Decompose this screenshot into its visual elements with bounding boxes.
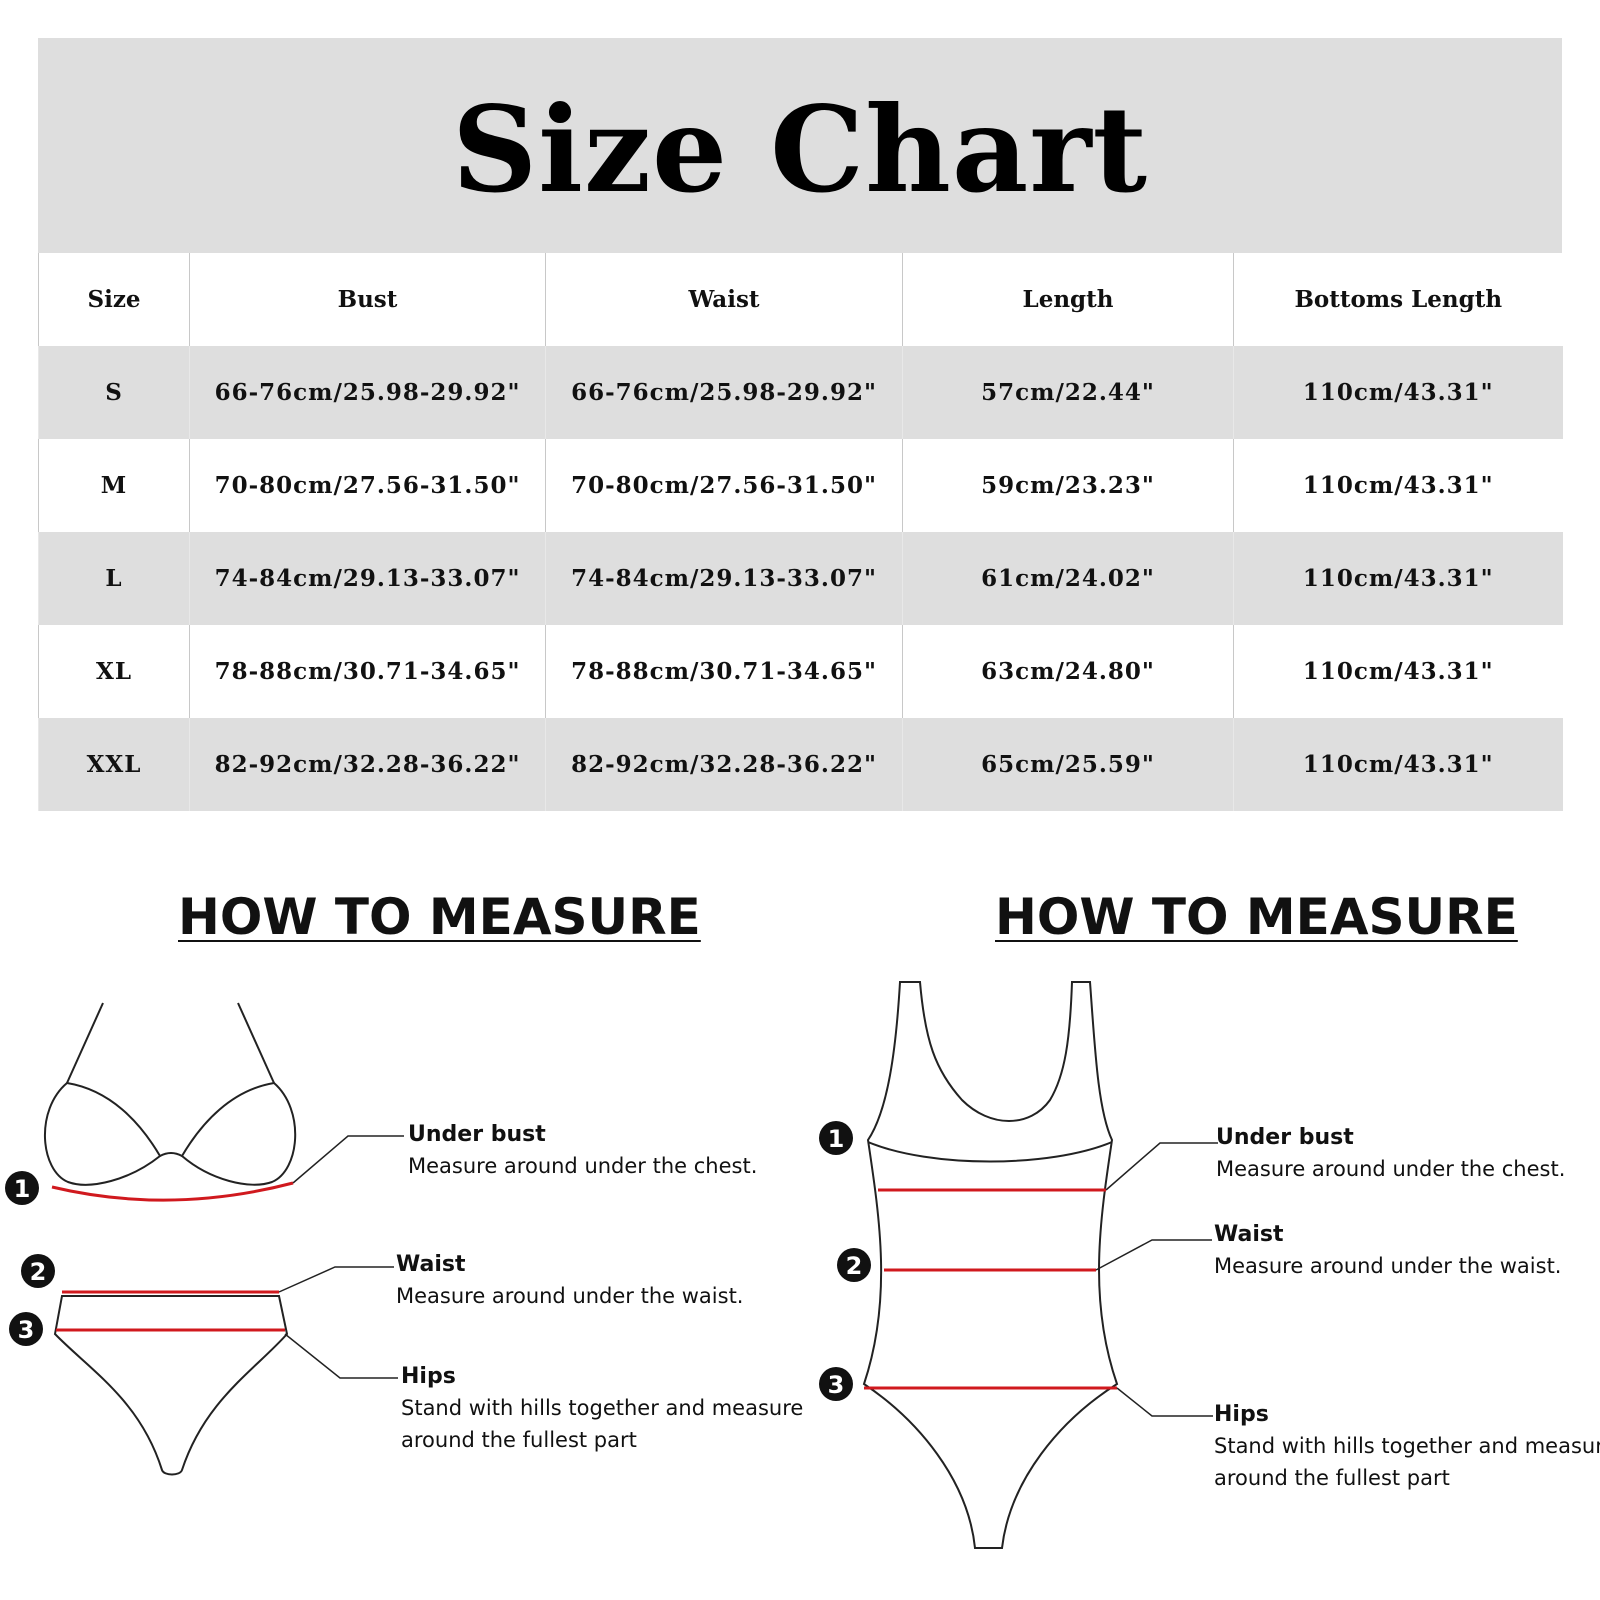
marker-3-right: 3	[819, 1367, 853, 1401]
note-desc: Stand with hills together and measure	[1214, 1434, 1600, 1458]
size-table: Size Bust Waist Length Bottoms Length S …	[38, 253, 1563, 811]
bikini-top-illustration	[44, 1002, 297, 1186]
cell-bust: 70-80cm/27.56-31.50"	[189, 439, 546, 532]
waist-leader-left	[278, 1266, 394, 1293]
note-desc: around the fullest part	[1214, 1466, 1450, 1490]
note-hips-left: Hips Stand with hills together and measu…	[401, 1362, 803, 1456]
cell-length: 61cm/24.02"	[902, 532, 1234, 625]
note-desc: Measure around under the waist.	[396, 1284, 744, 1308]
cell-bottoms-length: 110cm/43.31"	[1233, 439, 1563, 532]
cell-length: 57cm/22.44"	[902, 346, 1234, 439]
how-to-measure-title-left: HOW TO MEASURE	[178, 888, 701, 946]
note-under-bust-left: Under bust Measure around under the ches…	[408, 1120, 757, 1182]
svg-text:2: 2	[30, 1258, 47, 1286]
note-title: Under bust	[1216, 1125, 1354, 1150]
cell-bust: 66-76cm/25.98-29.92"	[189, 346, 546, 439]
how-to-measure-title-right: HOW TO MEASURE	[995, 888, 1518, 946]
cell-bottoms-length: 110cm/43.31"	[1233, 718, 1563, 811]
header-size: Size	[38, 253, 190, 346]
table-row: S 66-76cm/25.98-29.92" 66-76cm/25.98-29.…	[38, 346, 1563, 439]
header-bust: Bust	[189, 253, 546, 346]
marker-3-left: 3	[9, 1312, 43, 1346]
note-under-bust-right: Under bust Measure around under the ches…	[1216, 1123, 1565, 1185]
svg-text:3: 3	[18, 1316, 35, 1344]
note-desc: Measure around under the chest.	[408, 1154, 758, 1178]
note-waist-right: Waist Measure around under the waist.	[1214, 1220, 1561, 1282]
cell-bottoms-length: 110cm/43.31"	[1233, 532, 1563, 625]
bikini-bottom-illustration	[53, 1295, 289, 1476]
cell-size: XL	[38, 625, 190, 718]
cell-size: M	[38, 439, 190, 532]
note-desc: around the fullest part	[401, 1428, 637, 1452]
cell-bottoms-length: 110cm/43.31"	[1233, 346, 1563, 439]
table-row: XL 78-88cm/30.71-34.65" 78-88cm/30.71-34…	[38, 625, 1563, 718]
header-bottoms-length: Bottoms Length	[1233, 253, 1563, 346]
svg-text:2: 2	[846, 1252, 863, 1280]
cell-bust: 74-84cm/29.13-33.07"	[189, 532, 546, 625]
svg-text:1: 1	[14, 1175, 31, 1203]
hips-leader-right	[1116, 1387, 1213, 1417]
cell-waist: 66-76cm/25.98-29.92"	[545, 346, 903, 439]
page-title: Size Chart	[451, 80, 1149, 219]
marker-2-left: 2	[21, 1254, 55, 1288]
cell-bottoms-length: 110cm/43.31"	[1233, 625, 1563, 718]
cell-waist: 74-84cm/29.13-33.07"	[545, 532, 903, 625]
under-bust-leader-right	[1105, 1142, 1218, 1191]
cell-size: XXL	[38, 718, 190, 811]
cell-length: 59cm/23.23"	[902, 439, 1234, 532]
note-desc: Measure around under the chest.	[1216, 1157, 1566, 1181]
note-title: Under bust	[408, 1122, 546, 1147]
table-row: M 70-80cm/27.56-31.50" 70-80cm/27.56-31.…	[38, 439, 1563, 532]
size-chart-header: Size Chart	[38, 38, 1562, 253]
cell-bust: 82-92cm/32.28-36.22"	[189, 718, 546, 811]
under-bust-line-left	[51, 1181, 294, 1202]
table-header-row: Size Bust Waist Length Bottoms Length	[38, 253, 1563, 346]
marker-1-left: 1	[5, 1171, 39, 1205]
cell-bust: 78-88cm/30.71-34.65"	[189, 625, 546, 718]
cell-waist: 82-92cm/32.28-36.22"	[545, 718, 903, 811]
note-title: Waist	[396, 1252, 466, 1277]
table-row: L 74-84cm/29.13-33.07" 74-84cm/29.13-33.…	[38, 532, 1563, 625]
marker-1-right: 1	[819, 1121, 853, 1155]
cell-length: 65cm/25.59"	[902, 718, 1234, 811]
svg-text:1: 1	[828, 1125, 845, 1153]
cell-size: L	[38, 532, 190, 625]
under-bust-leader-left	[292, 1135, 404, 1184]
swimsuit-illustration	[862, 981, 1119, 1549]
header-length: Length	[902, 253, 1234, 346]
note-desc: Stand with hills together and measure	[401, 1396, 804, 1420]
header-waist: Waist	[545, 253, 903, 346]
table-row: XXL 82-92cm/32.28-36.22" 82-92cm/32.28-3…	[38, 718, 1563, 811]
hips-leader-left	[284, 1333, 398, 1379]
note-title: Waist	[1214, 1222, 1284, 1247]
note-title: Hips	[1214, 1402, 1269, 1427]
cell-waist: 78-88cm/30.71-34.65"	[545, 625, 903, 718]
note-desc: Measure around under the waist.	[1214, 1254, 1562, 1278]
waist-leader-right	[1095, 1239, 1212, 1271]
cell-length: 63cm/24.80"	[902, 625, 1234, 718]
note-hips-right: Hips Stand with hills together and measu…	[1214, 1400, 1600, 1494]
cell-waist: 70-80cm/27.56-31.50"	[545, 439, 903, 532]
note-waist-left: Waist Measure around under the waist.	[396, 1250, 743, 1312]
marker-2-right: 2	[837, 1248, 871, 1282]
svg-text:3: 3	[828, 1371, 845, 1399]
cell-size: S	[38, 346, 190, 439]
note-title: Hips	[401, 1364, 456, 1389]
